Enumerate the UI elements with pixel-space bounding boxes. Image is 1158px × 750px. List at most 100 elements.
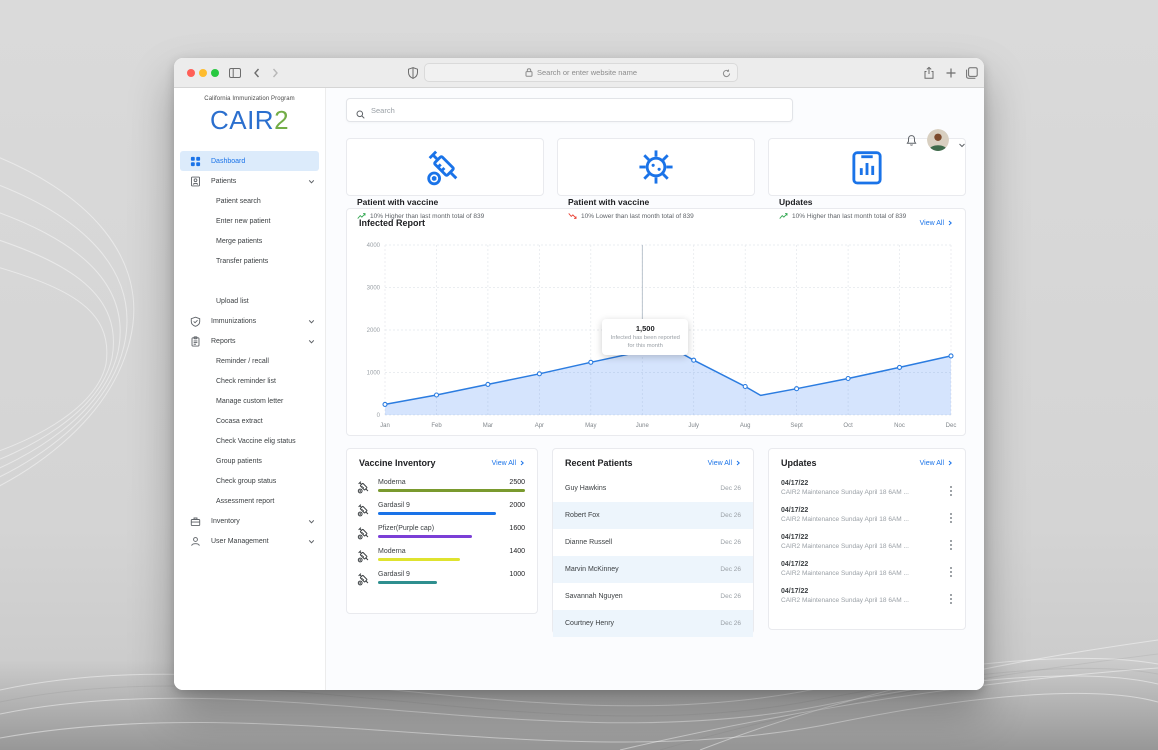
sidebar-toggle-icon[interactable] bbox=[228, 66, 242, 80]
updates-view-all-link[interactable]: View All bbox=[920, 460, 953, 467]
chevron-down-icon bbox=[308, 538, 315, 545]
user-avatar[interactable] bbox=[927, 129, 949, 151]
sidebar-item-immunizations[interactable]: Immunizations bbox=[174, 311, 325, 331]
update-item: 04/17/22 CAIR2 Maintenance Sunday April 1… bbox=[769, 475, 965, 502]
search-input[interactable] bbox=[371, 105, 783, 115]
notifications-bell-icon[interactable] bbox=[905, 134, 918, 147]
sidebar-item-check-group-status[interactable]: Check group status bbox=[174, 471, 325, 491]
update-item: 04/17/22 CAIR2 Maintenance Sunday April 1… bbox=[769, 556, 965, 583]
vaccine-count: 1000 bbox=[509, 571, 525, 578]
update-date: 04/17/22 bbox=[781, 480, 809, 487]
syringe-icon bbox=[357, 572, 371, 586]
patient-row-dianne-russell[interactable]: Dianne Russell Dec 26 bbox=[553, 529, 753, 556]
kebab-menu-icon[interactable] bbox=[947, 592, 955, 604]
patient-name: Marvin McKinney bbox=[565, 566, 619, 573]
chevron-right-icon bbox=[735, 460, 741, 466]
update-date: 04/17/22 bbox=[781, 588, 809, 595]
sidebar-menu: Dashboard Patients Patient search Enter new… bbox=[174, 151, 325, 551]
sidebar-item-check-vaccine-elig-status[interactable]: Check Vaccine elig status bbox=[174, 431, 325, 451]
vaccine-name: Pfizer(Purple cap) bbox=[378, 525, 435, 532]
stat-card-title: Patient with vaccine bbox=[568, 197, 650, 207]
infected-chart-area: 0 1000 2000 3000 4000 Jan Feb Mar Apr May June July… bbox=[355, 235, 957, 431]
update-date: 04/17/22 bbox=[781, 561, 809, 568]
sidebar-item-user-management[interactable]: User Management bbox=[174, 531, 325, 551]
patient-date: Dec 26 bbox=[720, 593, 741, 600]
sidebar-item-transfer-patients[interactable]: Transfer patients bbox=[174, 251, 325, 271]
sidebar-item-label: Patient search bbox=[216, 197, 261, 205]
syringe-icon bbox=[357, 503, 371, 517]
lock-icon bbox=[525, 68, 533, 77]
kebab-menu-icon[interactable] bbox=[947, 538, 955, 550]
app-root: California Immunization Program CAIR2 Da… bbox=[174, 88, 984, 690]
patient-row-savannah-nguyen[interactable]: Savannah Nguyen Dec 26 bbox=[553, 583, 753, 610]
inventory-row: Gardasil 9 1000 bbox=[347, 567, 537, 590]
patients-view-all-link[interactable]: View All bbox=[708, 460, 741, 467]
forward-icon[interactable] bbox=[268, 66, 282, 80]
chevron-right-icon bbox=[519, 460, 525, 466]
sidebar-item-reports[interactable]: Reports bbox=[174, 331, 325, 351]
panel-title: Vaccine Inventory bbox=[359, 458, 436, 468]
share-icon[interactable] bbox=[922, 66, 936, 80]
stat-card-patient-with-vaccine: Patient with vaccine 10% Higher than last… bbox=[346, 138, 544, 220]
vaccine-stock-bar bbox=[378, 535, 473, 538]
stat-card-title: Updates bbox=[779, 197, 813, 207]
patient-row-marvin-mckinney[interactable]: Marvin McKinney Dec 26 bbox=[553, 556, 753, 583]
patient-row-courtney-henry[interactable]: Courtney Henry Dec 26 bbox=[553, 610, 753, 637]
patient-row-guy-hawkins[interactable]: Guy Hawkins Dec 26 bbox=[553, 475, 753, 502]
panel-title: Infected Report bbox=[359, 218, 426, 228]
update-item: 04/17/22 CAIR2 Maintenance Sunday April 1… bbox=[769, 529, 965, 556]
svg-text:Jan: Jan bbox=[380, 423, 390, 429]
patient-date: Dec 26 bbox=[720, 485, 741, 492]
back-icon[interactable] bbox=[250, 66, 264, 80]
tabs-overview-icon[interactable] bbox=[965, 66, 979, 80]
svg-text:June: June bbox=[636, 423, 650, 429]
patient-name: Robert Fox bbox=[565, 512, 600, 519]
patients-icon bbox=[190, 176, 201, 187]
svg-text:Aug: Aug bbox=[740, 423, 751, 429]
updates-panel: Updates View All 04/17/22 CAIR2 Maintenan… bbox=[768, 448, 966, 630]
browser-window: Search or enter website name California … bbox=[174, 58, 984, 690]
sidebar-item-group-patients[interactable]: Group patients bbox=[174, 451, 325, 471]
update-date: 04/17/22 bbox=[781, 534, 809, 541]
svg-text:1000: 1000 bbox=[367, 371, 381, 377]
cair2-logo: CAIR2 bbox=[209, 105, 290, 135]
inventory-icon bbox=[190, 516, 201, 527]
close-button[interactable] bbox=[187, 69, 195, 77]
inventory-view-all-link[interactable]: View All bbox=[492, 460, 525, 467]
sidebar-item-manage-custom-letter[interactable]: Manage custom letter bbox=[174, 391, 325, 411]
patient-name: Courtney Henry bbox=[565, 620, 615, 627]
update-text: CAIR2 Maintenance Sunday April 18 6AM ..… bbox=[781, 516, 909, 523]
sidebar-item-dashboard[interactable]: Dashboard bbox=[180, 151, 319, 171]
clipboard-chart-icon bbox=[779, 151, 955, 191]
chevron-down-icon[interactable] bbox=[958, 136, 966, 148]
sidebar-item-inventory[interactable]: Inventory bbox=[174, 511, 325, 531]
url-bar[interactable]: Search or enter website name bbox=[424, 63, 738, 82]
sidebar-item-merge-patients[interactable]: Merge patients bbox=[174, 231, 325, 251]
patient-row-robert-fox[interactable]: Robert Fox Dec 26 bbox=[553, 502, 753, 529]
kebab-menu-icon[interactable] bbox=[947, 484, 955, 496]
kebab-menu-icon[interactable] bbox=[947, 565, 955, 577]
vaccine-name: Moderna bbox=[378, 548, 406, 555]
sidebar-item-assessment-report[interactable]: Assessment report bbox=[174, 491, 325, 511]
sidebar-item-upload-list[interactable]: Upload list bbox=[174, 291, 325, 311]
sidebar-item-reminder-recall[interactable]: Reminder / recall bbox=[174, 351, 325, 371]
sidebar-item-enter-new-patient[interactable]: Enter new patient bbox=[174, 211, 325, 231]
kebab-menu-icon[interactable] bbox=[947, 511, 955, 523]
zoom-button[interactable] bbox=[211, 69, 219, 77]
new-tab-icon[interactable] bbox=[944, 66, 958, 80]
sidebar-item-patients[interactable]: Patients bbox=[174, 171, 325, 191]
patient-name: Dianne Russell bbox=[565, 539, 613, 546]
refresh-icon[interactable] bbox=[722, 69, 731, 78]
infected-view-all-link[interactable]: View All bbox=[920, 220, 953, 227]
privacy-shield-icon[interactable] bbox=[406, 66, 420, 80]
sidebar-item-patient-search[interactable]: Patient search bbox=[174, 191, 325, 211]
svg-text:4000: 4000 bbox=[367, 243, 381, 249]
app-search-bar[interactable] bbox=[346, 98, 793, 122]
minimize-button[interactable] bbox=[199, 69, 207, 77]
panel-title: Recent Patients bbox=[565, 458, 633, 468]
sidebar-item-check-reminder-list[interactable]: Check reminder list bbox=[174, 371, 325, 391]
sidebar-spacer bbox=[174, 271, 325, 291]
chart-tooltip: 1,500 Infected has been reported for thi… bbox=[602, 319, 689, 356]
sidebar-item-cocasa-extract[interactable]: Cocasa extract bbox=[174, 411, 325, 431]
inventory-list: Moderna 2500 Gardasil 9 2000 Pfizer(Purple c… bbox=[347, 475, 537, 590]
